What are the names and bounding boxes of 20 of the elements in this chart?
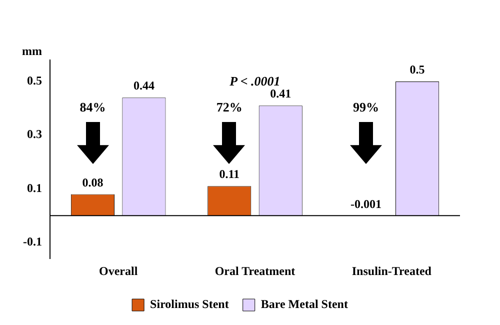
y-tick-label: 0.3	[26, 127, 42, 142]
y-tick-label: 0.1	[26, 180, 42, 195]
data-label: 0.11	[219, 167, 240, 182]
x-tick-label: Oral Treatment	[214, 264, 296, 278]
annotation: 84%	[80, 99, 106, 114]
legend-label: Sirolimus Stent	[150, 297, 229, 312]
annotation: 99%	[353, 99, 380, 114]
y-tick-label: -0.1	[22, 234, 42, 249]
x-tick-label: Overall	[99, 264, 138, 278]
legend-label: Bare Metal Stent	[260, 297, 348, 312]
x-tick-label: Insulin-Treated	[352, 264, 432, 278]
annotation: P < .0001	[230, 73, 280, 88]
y-tick-label: 0.5	[26, 74, 42, 88]
data-label: 0.41	[270, 86, 292, 101]
data-label: 0.5	[410, 62, 425, 77]
annotation: 72%	[216, 99, 242, 114]
data-label: 0.08	[82, 175, 104, 190]
data-label: 0.44	[133, 78, 154, 93]
data-label: -0.001	[350, 196, 382, 211]
y-axis-title: mm	[22, 44, 42, 58]
